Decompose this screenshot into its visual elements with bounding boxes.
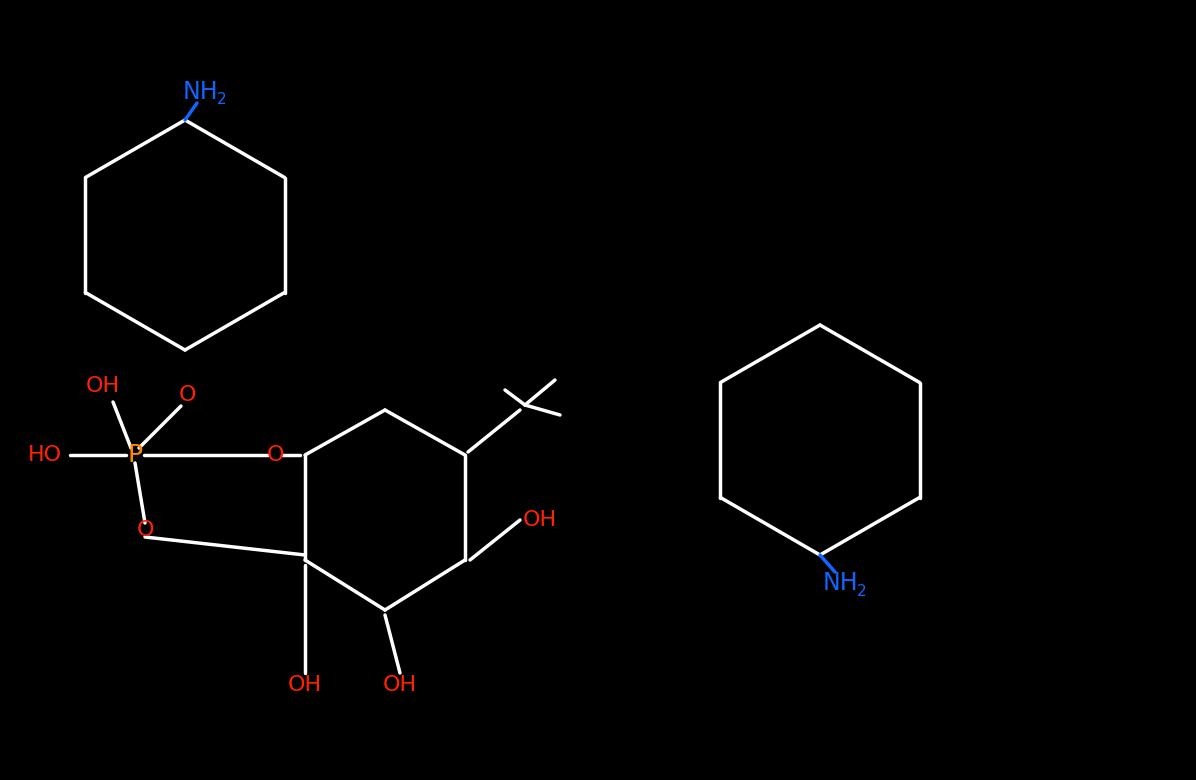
Text: O: O (179, 385, 197, 405)
Text: P: P (128, 443, 142, 467)
Text: HO: HO (28, 445, 62, 465)
Text: NH: NH (822, 571, 858, 595)
Text: OH: OH (383, 675, 417, 695)
Text: OH: OH (86, 376, 120, 396)
Text: O: O (136, 520, 154, 540)
Text: 2: 2 (218, 93, 227, 108)
Text: OH: OH (523, 510, 557, 530)
Text: NH: NH (182, 80, 218, 104)
Text: O: O (267, 445, 283, 465)
Text: 2: 2 (858, 583, 867, 598)
Text: OH: OH (288, 675, 322, 695)
